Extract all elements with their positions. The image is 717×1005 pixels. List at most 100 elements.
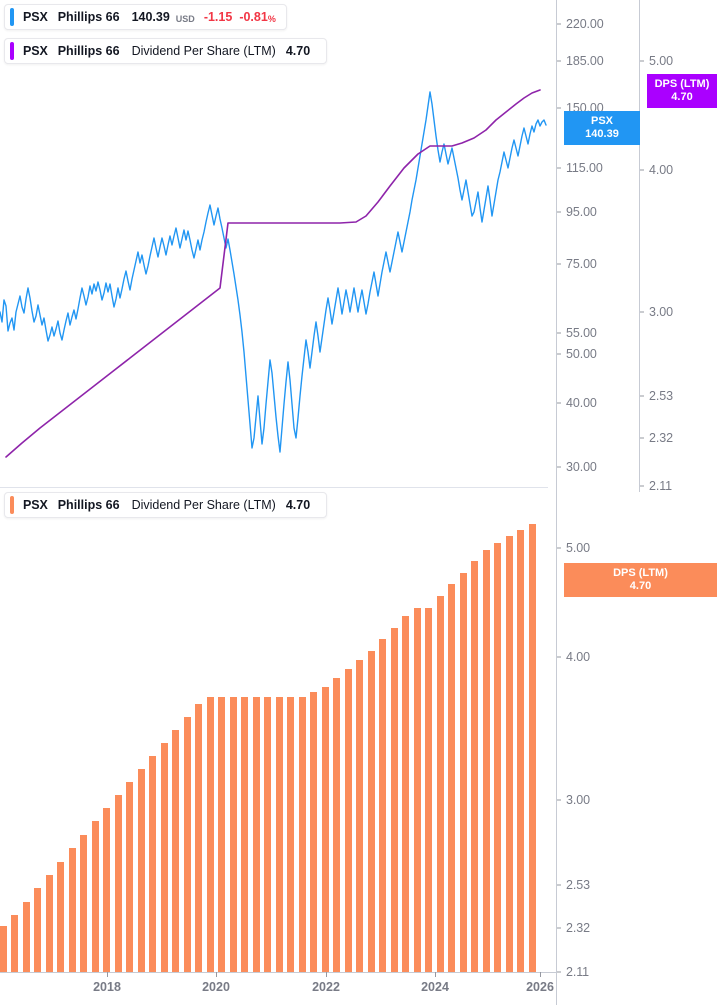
- bar: [195, 704, 202, 972]
- bar: [437, 596, 444, 972]
- dps-badge-top[interactable]: DPS (LTM) 4.70: [647, 74, 717, 108]
- price-line-chart: [0, 89, 547, 458]
- x-tick: [107, 972, 108, 977]
- legend-ticker-dividend-bottom: PSX: [23, 498, 48, 512]
- dps-tick-232: 2.32: [640, 431, 673, 445]
- bar-series: [0, 524, 536, 972]
- legend-ticker-dividend-top: PSX: [23, 44, 48, 58]
- bar: [34, 888, 41, 972]
- legend-price[interactable]: PSX Phillips 66 140.39 USD -1.15 -0.81 %: [4, 4, 287, 30]
- bar: [287, 697, 294, 972]
- legend-color-swatch-price: [10, 8, 14, 26]
- legend-ticker-price: PSX: [23, 10, 48, 24]
- bar: [126, 782, 133, 972]
- x-axis-label-2022: 2022: [312, 980, 340, 994]
- legend-name-dividend-top: Phillips 66: [57, 44, 120, 58]
- bar: [276, 697, 283, 972]
- bar: [310, 692, 317, 972]
- bar: [23, 902, 30, 972]
- bar: [425, 608, 432, 972]
- price-tick-75: 75.00: [557, 257, 597, 271]
- bar: [471, 561, 478, 972]
- dividend-bar-chart: [0, 524, 536, 972]
- dps-tick-400: 4.00: [640, 163, 673, 177]
- bar: [529, 524, 536, 972]
- bar: [218, 697, 225, 972]
- bar: [184, 717, 191, 972]
- bar: [402, 616, 409, 972]
- price-tick-40: 40.00: [557, 396, 597, 410]
- bar: [356, 660, 363, 972]
- price-pane[interactable]: [0, 0, 548, 487]
- dps-scale-axis[interactable]: 5.00 4.00 3.00 2.53 2.32 2.11: [639, 0, 673, 493]
- x-tick: [540, 972, 541, 977]
- price-badge-psx[interactable]: PSX 140.39: [564, 111, 640, 145]
- bar: [103, 808, 110, 972]
- bar: [253, 697, 260, 972]
- legend-dividend-bottom[interactable]: PSX Phillips 66 Dividend Per Share (LTM)…: [4, 492, 328, 518]
- x-axis-line: [0, 972, 556, 973]
- dps-badge-top-label: DPS (LTM): [654, 78, 710, 90]
- x-axis-label-2020: 2020: [202, 980, 230, 994]
- dividend-pane[interactable]: [0, 488, 548, 1005]
- dps-badge-bottom-label: DPS (LTM): [613, 567, 668, 579]
- bar: [115, 795, 122, 972]
- bar: [161, 743, 168, 972]
- bar: [391, 628, 398, 972]
- bar: [0, 926, 7, 972]
- x-tick: [435, 972, 436, 977]
- price-tick-115: 115.00: [557, 161, 603, 175]
- price-tick-185: 185.00: [557, 54, 604, 68]
- bar: [483, 550, 490, 972]
- legend-color-swatch-dividend-top: [10, 42, 14, 60]
- pane-divider: [0, 487, 548, 488]
- legend-name-dividend-bottom: Phillips 66: [57, 498, 120, 512]
- bar: [69, 848, 76, 972]
- dps-badge-bottom-value: 4.70: [629, 580, 652, 592]
- price-tick-95: 95.00: [557, 205, 597, 219]
- x-tick: [216, 972, 217, 977]
- bar: [11, 915, 18, 972]
- legend-dividend-top[interactable]: PSX Phillips 66 Dividend Per Share (LTM)…: [4, 38, 328, 64]
- price-scale-axis[interactable]: 220.00 185.00 150.00 115.00 95.00 75.00 …: [556, 0, 604, 1005]
- bar: [333, 678, 340, 972]
- price-tick-50: 50.00: [557, 347, 597, 361]
- bar: [241, 697, 248, 972]
- bar: [230, 697, 237, 972]
- dps-badge-top-value: 4.70: [671, 91, 693, 103]
- bar: [57, 862, 64, 972]
- price-badge-label: PSX: [590, 115, 613, 127]
- bar: [46, 875, 53, 972]
- dps-bottom-tick-400: 4.00: [557, 650, 590, 664]
- price-line-psx: [0, 91, 547, 453]
- legend-metric-dividend-bottom: Dividend Per Share (LTM): [131, 498, 276, 512]
- legend-currency-price: USD: [175, 14, 195, 24]
- bar: [345, 669, 352, 972]
- dps-tick-211: 2.11: [640, 479, 672, 493]
- legend-metric-dividend-top: Dividend Per Share (LTM): [131, 44, 276, 58]
- bar: [264, 697, 271, 972]
- legend-value-dividend-bottom: 4.70: [285, 498, 311, 512]
- bar: [149, 756, 156, 972]
- price-tick-220: 220.00: [557, 17, 604, 31]
- bar: [138, 769, 145, 972]
- legend-pct-sign: %: [267, 14, 276, 24]
- x-axis-label-2018: 2018: [93, 980, 121, 994]
- bar: [299, 697, 306, 972]
- price-tick-55: 55.00: [557, 326, 597, 340]
- x-axis-label-2026: 2026: [526, 980, 554, 994]
- legend-change-pct-price: -0.81: [239, 10, 268, 24]
- dps-bottom-tick-500: 5.00: [557, 541, 590, 555]
- bar: [494, 543, 501, 972]
- dps-bottom-tick-300: 3.00: [557, 793, 590, 807]
- price-badge-value: 140.39: [585, 128, 619, 140]
- legend-name-price: Phillips 66: [57, 10, 120, 24]
- legend-last-price: 140.39: [131, 10, 170, 24]
- legend-change-price: -1.15: [203, 10, 233, 24]
- dps-badge-bottom[interactable]: DPS (LTM) 4.70: [564, 563, 717, 597]
- bar: [506, 536, 513, 972]
- legend-color-swatch-dividend-bottom: [10, 496, 14, 514]
- price-tick-30: 30.00: [557, 460, 597, 474]
- bar: [368, 651, 375, 972]
